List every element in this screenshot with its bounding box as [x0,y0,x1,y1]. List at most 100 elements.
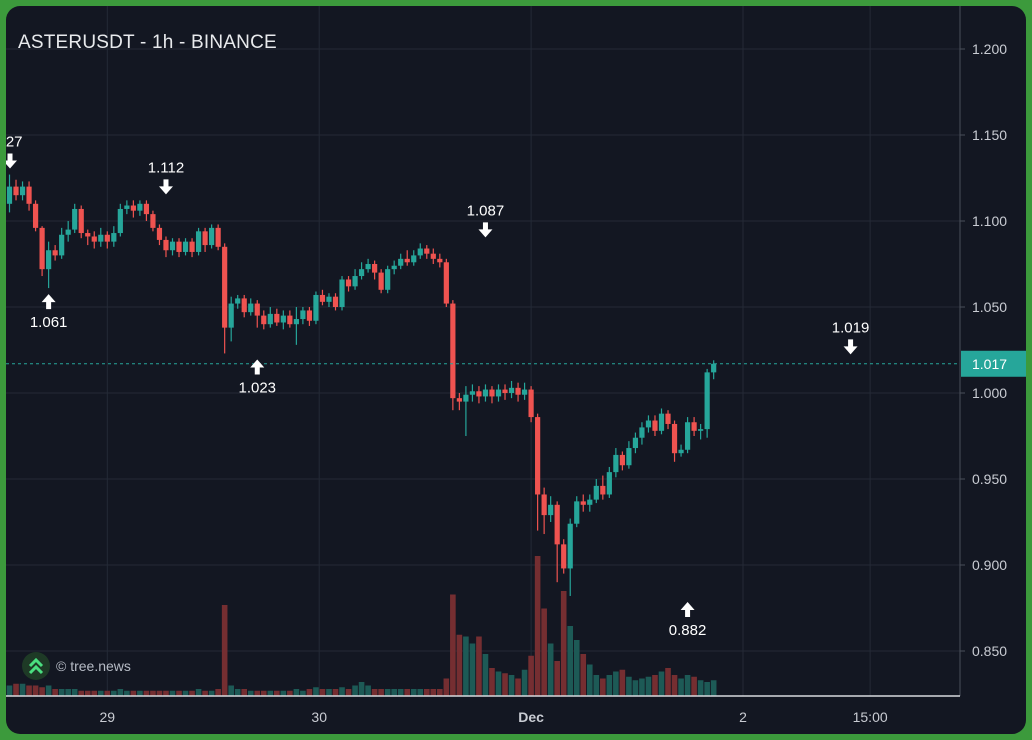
candle [391,260,397,275]
low-marker: 1.061 [30,294,67,331]
low-marker: 1.023 [238,359,276,396]
volume-bar [202,690,208,696]
volume-bar [221,605,228,696]
candle [182,238,189,256]
candle [698,423,704,440]
time-tick-label: 2 [739,709,747,725]
time-tick-label: 15:00 [853,709,888,725]
volume-bar [534,556,541,696]
price-chart[interactable]: 1.200 1.150 1.100 1.050 1.000 0.950 0.900 0.850… [6,6,1026,734]
candle-body [313,294,319,321]
volume-bar [423,689,430,696]
watermark-text: © tree.news [56,658,131,674]
candle [261,310,267,330]
candle-body [587,499,593,505]
candle-body [698,429,704,431]
volume-bar [384,689,391,696]
candle [176,238,182,258]
chart-frame: 1.200 1.150 1.100 1.050 1.000 0.950 0.900 0.850… [6,6,1026,734]
candle-body [261,315,267,325]
candle-body [169,241,176,251]
volume-bar [319,689,326,696]
candle [52,245,58,261]
candle [645,415,652,433]
volume-bar [313,687,319,696]
candle-body [150,214,156,228]
candle-body [372,264,378,273]
candle [104,231,110,249]
volume-bar [352,685,358,696]
price-tick-label: 0.850 [972,643,1007,659]
volume-bar [639,678,645,696]
candle-body [19,186,26,196]
candle-body [78,208,84,234]
time-tick-label: Dec [518,709,544,725]
candle-body [456,398,462,402]
candle-body [469,391,476,395]
candle [619,451,625,471]
volume-bar [326,689,332,696]
candle [222,243,228,354]
candle [254,300,260,328]
candle [326,293,332,307]
candle [508,380,515,399]
volume-bar [247,690,254,696]
candle-body [476,391,482,397]
candle-body [691,422,697,431]
candle [195,227,202,256]
candle [430,248,436,264]
volume-bar [358,682,365,696]
arrow-down-icon [158,179,173,195]
volume-bar [443,678,450,696]
volume-bar [6,685,13,696]
volume-bar [254,690,261,696]
volume-bar [19,683,26,696]
candle-body [528,389,534,418]
volume-bar [104,690,111,696]
candle-body [652,420,658,431]
candle [417,243,423,259]
low-marker-label: 0.882 [669,622,707,639]
price-tick-label: 0.900 [972,557,1007,573]
current-price-label: 1.017 [972,356,1007,372]
high-marker: 127 [6,134,23,169]
candle-body [326,296,332,302]
candle [72,203,78,234]
candle [130,200,136,218]
volume-bar [339,687,345,696]
high-marker: 1.019 [832,319,869,355]
candle-body [463,394,469,402]
volume-bar [208,690,215,696]
candle [587,494,593,512]
candle [450,300,456,411]
candle-body [209,227,215,246]
volume-bar [554,661,560,696]
candle [691,417,697,436]
candle-body [613,454,619,473]
candle [502,384,508,400]
arrow-up-icon [41,294,56,310]
candle-body [437,258,443,263]
candle-body [228,303,234,328]
volume-bar [417,689,424,696]
candle [365,258,371,273]
volume-bar [613,671,619,696]
candle [78,205,84,239]
candle-body [684,422,691,450]
volume-bar [463,636,469,696]
volume-bar [228,685,234,696]
volume-bar [71,689,78,696]
high-marker-label: 1.112 [148,159,184,176]
low-marker-label: 1.023 [238,379,276,396]
candle-body [163,239,169,251]
candle-body [385,269,391,290]
candle [59,227,65,259]
candle [678,444,684,457]
candle-body [521,389,528,395]
arrow-down-icon [843,339,858,355]
high-marker: 1.087 [467,202,504,238]
candle-body [117,208,123,234]
candle-body [6,186,13,204]
volume-bar [619,669,626,696]
candle [85,229,91,246]
